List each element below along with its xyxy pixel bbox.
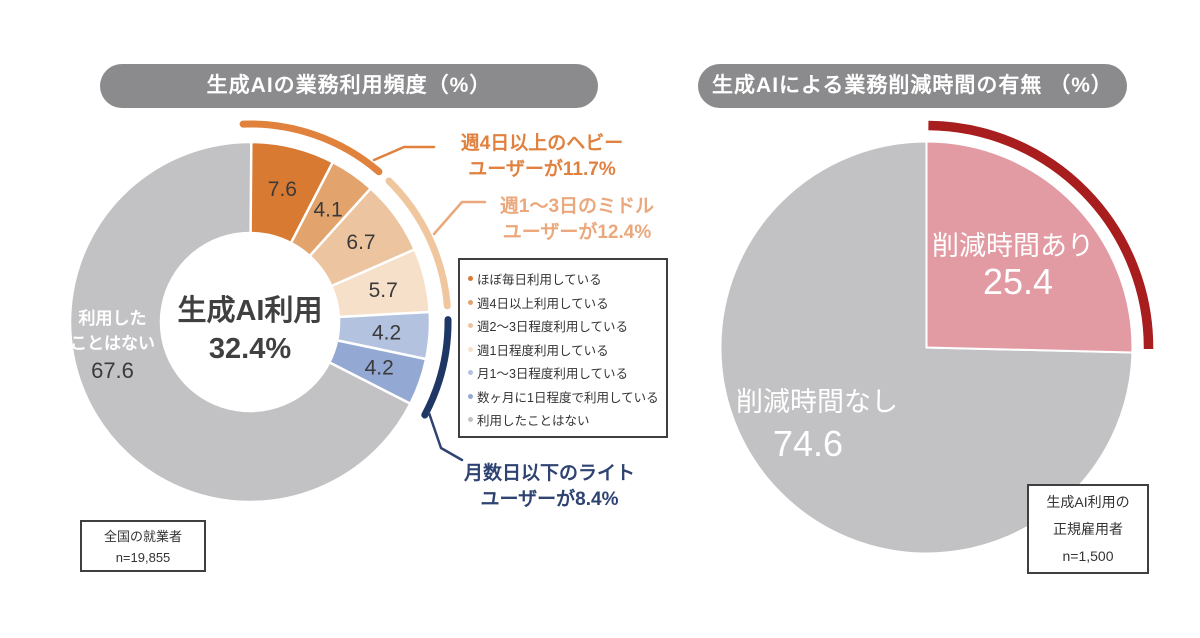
frequency-legend: ほぼ毎日利用している 週4日以上利用している週2〜3日程度利用している 週1日程度利… [458,258,668,438]
legend-item-1: 週4日以上利用している [468,291,660,315]
time-saved-yes-value: 25.4 [982,261,1054,302]
right-sample-note: 生成AI利用の 正規雇用者 n=1,500 [1027,484,1149,574]
legend-item-label: 週4日以上利用している [477,296,609,311]
light-user-annotation: 月数日以下のライト ユーザーが8.4% [463,463,635,510]
legend-swatch-icon [468,370,473,376]
right-chart-title: 生成AIによる業務削減時間の有無 （%） [698,64,1127,108]
time-saved-no-value: 74.6 [772,423,844,464]
legend-swatch-icon [468,417,473,423]
donut-center-value: 32.4% [208,333,292,365]
legend-item-label: 週2〜3日程度利用している [477,320,629,335]
left-sample-note: 全国の就業者 n=19,855 [80,520,206,572]
middle-user-annotation: 週1〜3日のミドル ユーザーが12.4% [499,196,655,243]
legend-item-label: 月1〜3日程度利用している [477,367,629,382]
middle-leader-line [432,200,487,236]
light-leader-line [427,411,464,462]
legend-item-0: ほぼ毎日利用している [468,267,660,291]
light-group-arc [421,316,452,419]
legend-item-label: 週1日程度利用している [477,343,609,358]
legend-swatch-icon [468,323,473,329]
legend-item-2: 週2〜3日程度利用している [468,314,660,338]
time-saved-pie-chart [719,120,1154,555]
legend-item-4: 月1〜3日程度利用している [468,361,660,385]
donut-center-title: 生成AI利用 [177,295,323,327]
legend-item-label: ほぼ毎日利用している [477,273,602,288]
legend-item-label: 利用したことはない [477,414,590,429]
freq-donut-segment-6 [68,140,412,504]
heavy-user-annotation: 週4日以上のヘビー ユーザーが11.7% [460,133,624,180]
freq-segment-value-0: 7.6 [268,178,297,201]
freq-segment-value-2: 6.7 [346,231,375,254]
time-saved-yes-label: 削減時間あり [932,231,1094,261]
usage-frequency-donut-chart: 7.6 4.16.7 5.7 4.2 4.2 [68,120,487,504]
legend-swatch-icon [468,276,473,282]
legend-item-3: 週1日程度利用している [468,338,660,362]
donut-center-label: 生成AI利用 32.4% [150,292,350,368]
time-saved-no-label: 削減時間なし [736,387,898,417]
freq-segment-value-3: 5.7 [369,279,398,302]
time-saved-highlight-arc [928,120,1154,350]
legend-item-label: 数ヶ月に1日程度で利用している [477,390,659,405]
legend-item-6: 利用したことはない [468,408,660,432]
legend-swatch-icon [468,393,473,399]
left-chart-title: 生成AIの業務利用頻度（%） [100,64,598,108]
never-used-label: 利用した ことはない [70,309,155,353]
legend-swatch-icon [468,346,473,352]
freq-segment-value-1: 4.1 [313,198,342,221]
never-used-value: 67.6 [91,358,134,383]
time-saved-yes-slice [925,140,1134,354]
freq-segment-value-5: 4.2 [365,357,394,380]
legend-swatch-icon [468,299,473,305]
heavy-group-arc [239,120,383,176]
middle-group-arc [385,177,451,310]
freq-segment-value-4: 4.2 [372,321,401,344]
legend-item-5: 数ヶ月に1日程度で利用している [468,385,660,409]
heavy-leader-line [372,145,436,162]
